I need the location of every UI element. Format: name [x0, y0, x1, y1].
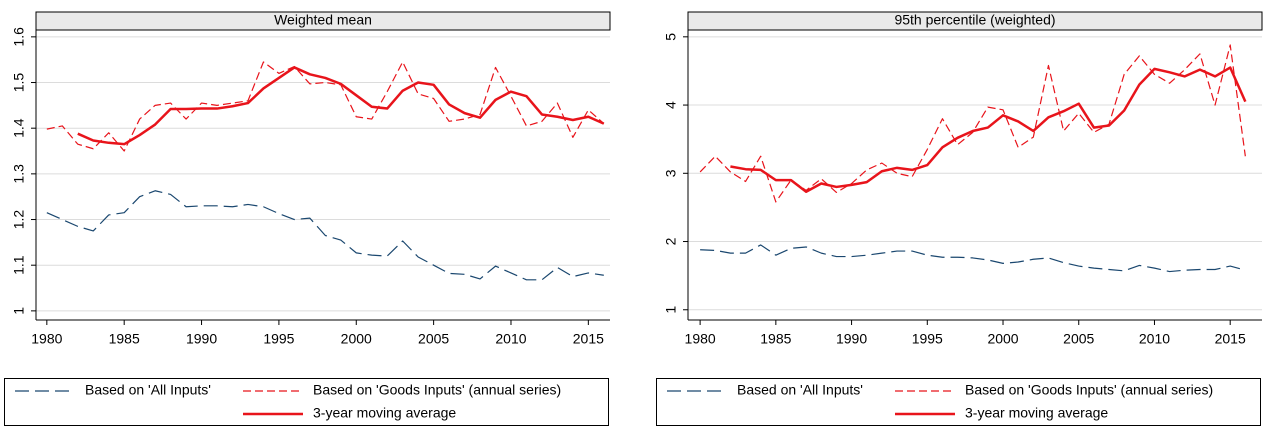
x-tick-label: 2005 — [418, 331, 449, 347]
x-tick-label: 2015 — [573, 331, 604, 347]
x-tick-label: 2010 — [1139, 331, 1170, 347]
x-tick-label: 1990 — [186, 331, 217, 347]
y-tick-label: 2 — [663, 237, 679, 245]
series-line — [46, 190, 604, 281]
series-line — [77, 66, 605, 146]
legend-label: Based on 'All Inputs' — [737, 382, 863, 398]
y-tick-label: 1.4 — [11, 118, 27, 138]
y-tick-label: 1 — [663, 306, 679, 314]
legend-box — [656, 378, 1261, 426]
y-tick-label: 1 — [11, 307, 27, 315]
x-tick-label: 1980 — [685, 331, 716, 347]
legend-label: 3-year moving average — [313, 405, 456, 421]
legend-label: Based on 'Goods Inputs' (annual series) — [313, 382, 561, 398]
series-line — [730, 66, 1247, 193]
y-tick-label: 1.2 — [11, 210, 27, 230]
series-line — [700, 244, 1246, 273]
x-tick-label: 1985 — [760, 331, 791, 347]
x-tick-label: 1990 — [836, 331, 867, 347]
panel-title: Weighted mean — [274, 12, 372, 28]
legend-label: Based on 'Goods Inputs' (annual series) — [965, 382, 1213, 398]
x-tick-label: 2015 — [1215, 331, 1246, 347]
y-tick-label: 3 — [663, 169, 679, 177]
legend-box — [4, 378, 609, 426]
series-line — [46, 61, 605, 152]
title-strip — [687, 11, 1263, 31]
x-tick-label: 1980 — [31, 331, 62, 347]
x-tick-label: 2000 — [341, 331, 372, 347]
y-tick-label: 1.3 — [11, 164, 27, 184]
x-tick-label: 1995 — [912, 331, 943, 347]
y-tick-label: 1.1 — [11, 255, 27, 275]
y-tick-label: 5 — [663, 33, 679, 41]
x-tick-label: 2005 — [1063, 331, 1094, 347]
y-tick-label: 4 — [663, 101, 679, 109]
y-tick-label: 1.6 — [11, 27, 27, 47]
series-line — [699, 44, 1246, 203]
x-tick-label: 1995 — [263, 331, 294, 347]
y-tick-label: 1.5 — [11, 73, 27, 93]
x-tick-label: 2000 — [987, 331, 1018, 347]
x-tick-label: 2010 — [495, 331, 526, 347]
legend-label: 3-year moving average — [965, 405, 1108, 421]
panel-title: 95th percentile (weighted) — [894, 12, 1055, 28]
x-tick-label: 1985 — [109, 331, 140, 347]
title-strip — [35, 11, 611, 31]
legend-label: Based on 'All Inputs' — [85, 382, 211, 398]
